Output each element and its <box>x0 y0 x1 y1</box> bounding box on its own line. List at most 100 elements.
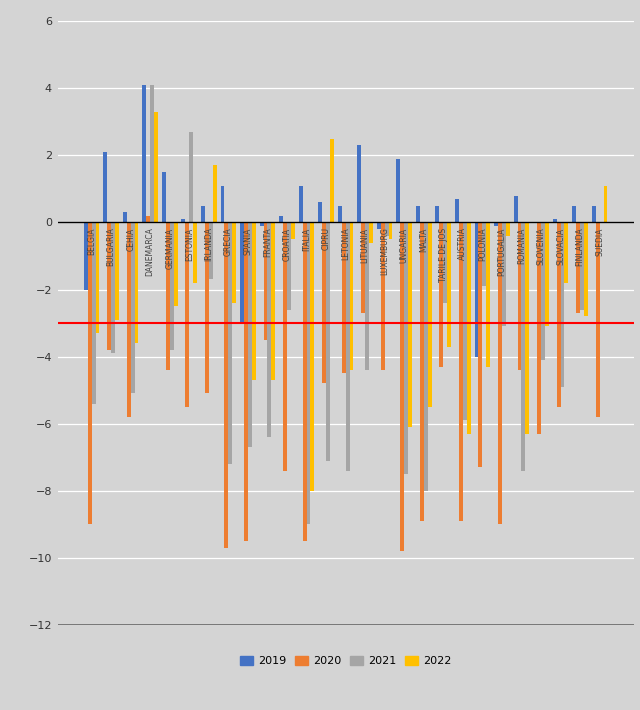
Bar <box>103 152 108 222</box>
Bar <box>307 222 310 524</box>
Bar <box>576 222 580 313</box>
Text: GRECIA: GRECIA <box>224 227 233 256</box>
Bar <box>514 196 518 222</box>
Bar <box>444 222 447 303</box>
Text: SUEDIA: SUEDIA <box>595 227 604 256</box>
Bar <box>428 222 431 407</box>
Bar <box>134 222 138 343</box>
Bar <box>123 212 127 222</box>
Text: AUSTRIA: AUSTRIA <box>458 227 467 261</box>
Bar <box>494 222 498 226</box>
Text: BELGIA: BELGIA <box>87 227 96 255</box>
Bar <box>361 222 365 313</box>
Bar <box>186 222 189 407</box>
Bar <box>108 222 111 350</box>
Bar <box>435 206 440 222</box>
Text: ITALIA: ITALIA <box>302 227 311 251</box>
Bar <box>541 222 545 360</box>
Text: CEHIA: CEHIA <box>126 227 135 251</box>
Bar <box>502 222 506 327</box>
Bar <box>330 138 334 222</box>
Bar <box>260 222 264 226</box>
Bar <box>440 222 444 366</box>
Bar <box>205 222 209 393</box>
Text: GERMANIA: GERMANIA <box>165 227 174 268</box>
Bar <box>518 222 522 370</box>
Text: CROATIA: CROATIA <box>282 227 291 261</box>
Bar <box>369 222 373 243</box>
Bar <box>447 222 451 346</box>
Bar <box>564 222 568 283</box>
Bar <box>154 112 158 222</box>
Bar <box>209 222 212 280</box>
Bar <box>271 222 275 380</box>
Bar <box>400 222 404 551</box>
Bar <box>291 222 295 239</box>
Bar <box>240 222 244 323</box>
Bar <box>553 219 557 222</box>
Bar <box>318 202 322 222</box>
Bar <box>88 222 92 524</box>
Bar <box>474 222 479 356</box>
Text: ESTONIA: ESTONIA <box>185 227 194 261</box>
Bar <box>84 222 88 290</box>
Bar <box>467 222 470 434</box>
Bar <box>322 222 326 383</box>
Text: SPANIA: SPANIA <box>243 227 252 255</box>
Bar <box>201 206 205 222</box>
Bar <box>424 222 428 491</box>
Bar <box>537 222 541 434</box>
Bar <box>244 222 248 541</box>
Bar <box>396 159 400 222</box>
Bar <box>525 222 529 434</box>
Bar <box>498 222 502 524</box>
Bar <box>404 222 408 474</box>
Bar <box>483 222 486 286</box>
Bar <box>338 206 342 222</box>
Bar <box>365 222 369 370</box>
Bar <box>221 185 225 222</box>
Bar <box>522 222 525 471</box>
Text: DANEMARCA: DANEMARCA <box>146 227 155 276</box>
Bar <box>346 222 349 471</box>
Bar <box>225 222 228 547</box>
Bar <box>342 222 346 373</box>
Bar <box>416 206 420 222</box>
Text: MALTA: MALTA <box>419 227 428 252</box>
Bar <box>299 185 303 222</box>
Bar <box>268 222 271 437</box>
Bar <box>150 85 154 222</box>
Text: UNGARIA: UNGARIA <box>400 227 409 263</box>
Text: SLOVENIA: SLOVENIA <box>536 227 545 266</box>
Text: LUXEMBURG: LUXEMBURG <box>380 227 389 275</box>
Bar <box>357 146 361 222</box>
Bar <box>279 216 283 222</box>
Bar <box>572 206 576 222</box>
Bar <box>170 222 173 350</box>
Bar <box>283 222 287 471</box>
Bar <box>228 222 232 464</box>
Bar <box>232 222 236 303</box>
Bar <box>248 222 252 447</box>
Text: SLOVACIA: SLOVACIA <box>556 227 565 265</box>
Bar <box>189 132 193 222</box>
Bar <box>173 222 177 306</box>
Bar <box>584 222 588 317</box>
Bar <box>381 222 385 370</box>
Bar <box>385 222 388 236</box>
Bar <box>92 222 95 403</box>
Bar <box>95 222 99 333</box>
Text: FRANTA: FRANTA <box>263 227 272 257</box>
Bar <box>127 222 131 417</box>
Text: TARILE DE JOS: TARILE DE JOS <box>439 227 448 282</box>
Bar <box>131 222 134 393</box>
Bar <box>580 222 584 310</box>
Bar <box>162 173 166 222</box>
Bar <box>111 222 115 354</box>
Text: PORTUGALIA: PORTUGALIA <box>497 227 506 276</box>
Bar <box>479 222 483 467</box>
Bar <box>115 222 119 320</box>
Text: BULGARIA: BULGARIA <box>107 227 116 266</box>
Text: CIPRU: CIPRU <box>321 227 331 251</box>
Bar <box>182 219 186 222</box>
